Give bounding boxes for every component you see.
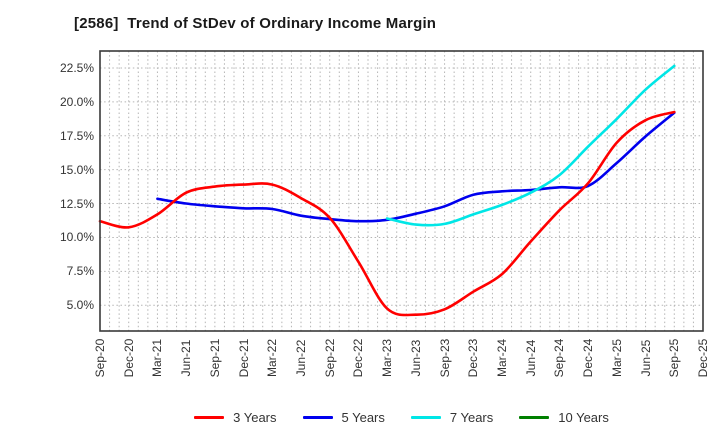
y-tick-label: 22.5% (59, 60, 94, 75)
legend-line-swatch (410, 415, 441, 419)
legend-label: 5 Years (341, 409, 385, 425)
legend-item-3-years: 3 Years (194, 409, 277, 425)
x-tick-label: Jun-22 (294, 339, 308, 377)
x-tick-label: Jun-23 (408, 339, 423, 377)
y-tick-label: 10.0% (59, 230, 94, 245)
x-tick-label: Dec-21 (236, 338, 251, 378)
y-tick-label: 7.5% (66, 264, 94, 279)
x-tick-label: Sep-20 (93, 338, 107, 378)
legend-label: 10 Years (558, 409, 609, 425)
x-tick-label: Dec-20 (121, 338, 136, 378)
series-line-5-years (156, 111, 676, 223)
legend-line-swatch (519, 415, 550, 419)
x-tick-label: Sep-25 (667, 338, 682, 378)
x-tick-label: Sep-22 (322, 338, 337, 378)
legend-label: 7 Years (449, 409, 494, 425)
legend-item-7-years: 7 Years (410, 409, 494, 425)
x-tick-label: Jun-21 (179, 339, 194, 377)
axes-spine (99, 50, 704, 332)
x-tick-label: Mar-22 (265, 338, 280, 378)
y-tick-label: 12.5% (59, 196, 94, 211)
legend-label: 3 Years (233, 409, 277, 425)
y-tick-label: 20.0% (59, 94, 94, 109)
x-tick-label: Dec-24 (581, 338, 596, 378)
series-line-3-years (98, 110, 676, 317)
x-tick-label: Jun-24 (523, 339, 538, 377)
y-tick-label: 17.5% (59, 128, 94, 143)
y-tick-label: 15.0% (59, 162, 94, 177)
x-tick-label: Dec-25 (696, 338, 710, 378)
legend-item-5-years: 5 Years (302, 409, 385, 425)
legend-line-swatch (194, 415, 225, 419)
x-tick-label: Mar-23 (380, 338, 395, 378)
y-tick-label: 5.0% (66, 298, 94, 313)
legend-line-swatch (302, 415, 333, 419)
chart-title: [2586] Trend of StDev of Ordinary Income… (74, 15, 437, 32)
legend: 3 Years 5 Years 7 Years 10 Years (100, 404, 703, 430)
x-tick-label: Sep-23 (437, 338, 452, 378)
x-tick-label: Sep-24 (552, 338, 567, 378)
x-tick-label: Sep-21 (207, 338, 222, 378)
x-tick-label: Jun-25 (638, 339, 653, 377)
series-line-7-years (385, 64, 676, 227)
x-tick-label: Mar-21 (150, 338, 165, 378)
x-tick-label: Mar-24 (495, 338, 509, 378)
x-tick-label: Mar-25 (609, 338, 624, 378)
legend-item-10-years: 10 Years (519, 410, 609, 425)
x-tick-label: Dec-23 (466, 338, 481, 378)
x-tick-label: Dec-22 (351, 338, 366, 378)
